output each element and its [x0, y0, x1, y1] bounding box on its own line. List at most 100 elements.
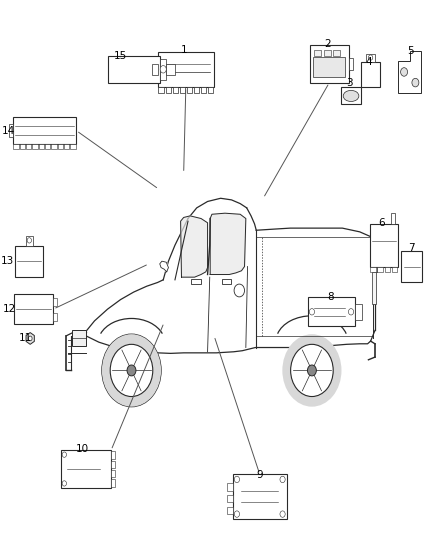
Bar — [371, 266, 376, 272]
Bar — [324, 50, 331, 56]
Bar — [355, 304, 362, 320]
Circle shape — [349, 309, 353, 315]
Bar — [366, 54, 375, 62]
Bar — [26, 236, 33, 246]
Bar — [372, 272, 376, 304]
Bar — [166, 86, 171, 93]
Circle shape — [234, 284, 244, 297]
Circle shape — [234, 477, 240, 483]
Bar — [57, 144, 63, 149]
Bar — [191, 279, 201, 284]
Text: 12: 12 — [3, 304, 16, 314]
Circle shape — [28, 336, 32, 341]
Bar — [32, 144, 38, 149]
Bar — [13, 117, 76, 144]
Circle shape — [102, 334, 161, 407]
Bar — [160, 59, 166, 80]
Circle shape — [368, 55, 373, 60]
Polygon shape — [399, 51, 421, 93]
Polygon shape — [26, 333, 34, 344]
Bar — [111, 480, 115, 487]
Bar — [64, 144, 69, 149]
Bar — [108, 56, 160, 83]
Circle shape — [102, 334, 161, 407]
Bar — [392, 266, 397, 272]
Bar — [222, 279, 232, 284]
Bar — [111, 451, 115, 458]
Bar — [208, 86, 213, 93]
Circle shape — [307, 365, 316, 376]
Bar — [72, 330, 86, 346]
Bar — [111, 461, 115, 468]
Bar — [61, 450, 111, 488]
Bar — [152, 64, 158, 75]
Circle shape — [160, 66, 166, 73]
Text: 1: 1 — [181, 45, 187, 55]
Circle shape — [27, 238, 32, 243]
Bar — [9, 124, 13, 137]
Bar — [310, 45, 349, 83]
Text: 7: 7 — [409, 243, 415, 253]
Circle shape — [412, 78, 419, 87]
Text: 15: 15 — [114, 51, 127, 61]
Bar — [180, 86, 185, 93]
Bar — [402, 251, 422, 282]
Circle shape — [110, 344, 153, 397]
Text: 13: 13 — [1, 256, 14, 266]
Bar — [15, 246, 43, 277]
Bar — [39, 144, 44, 149]
Ellipse shape — [343, 91, 359, 101]
Bar — [391, 213, 395, 224]
Bar — [158, 52, 214, 86]
Polygon shape — [180, 216, 208, 277]
Bar — [361, 62, 380, 87]
Bar — [385, 266, 390, 272]
Bar — [201, 86, 206, 93]
Circle shape — [291, 344, 333, 397]
Bar — [14, 294, 53, 324]
Bar — [51, 144, 57, 149]
Bar — [187, 86, 192, 93]
Bar — [45, 144, 50, 149]
Bar — [341, 87, 361, 104]
Bar — [26, 144, 32, 149]
Bar — [53, 313, 57, 321]
Bar — [333, 50, 340, 56]
Bar — [53, 298, 57, 306]
Bar — [166, 64, 174, 75]
Bar — [227, 506, 233, 514]
Bar — [313, 57, 346, 77]
Circle shape — [401, 68, 408, 76]
Bar — [314, 50, 321, 56]
Bar — [307, 297, 355, 326]
Polygon shape — [210, 213, 246, 274]
Text: 10: 10 — [76, 445, 89, 454]
Bar — [227, 495, 233, 502]
Bar — [349, 58, 353, 70]
Circle shape — [234, 511, 240, 517]
Bar — [233, 474, 287, 519]
Circle shape — [309, 309, 314, 315]
Circle shape — [62, 481, 67, 486]
Polygon shape — [160, 261, 169, 272]
Text: 6: 6 — [378, 218, 385, 228]
Bar — [194, 86, 199, 93]
Text: 4: 4 — [365, 57, 372, 67]
Bar — [14, 144, 19, 149]
Bar — [20, 144, 25, 149]
Circle shape — [283, 334, 342, 407]
Bar — [159, 86, 164, 93]
Circle shape — [280, 511, 285, 517]
Text: 3: 3 — [346, 78, 353, 87]
Circle shape — [127, 365, 136, 376]
Text: 9: 9 — [257, 471, 264, 480]
Bar — [70, 144, 76, 149]
Bar — [227, 483, 233, 490]
Bar — [370, 224, 398, 266]
Text: 14: 14 — [2, 126, 15, 135]
Bar — [372, 243, 377, 272]
Circle shape — [62, 452, 67, 457]
Text: 8: 8 — [327, 292, 333, 302]
Bar — [173, 86, 178, 93]
Text: 5: 5 — [407, 46, 414, 55]
